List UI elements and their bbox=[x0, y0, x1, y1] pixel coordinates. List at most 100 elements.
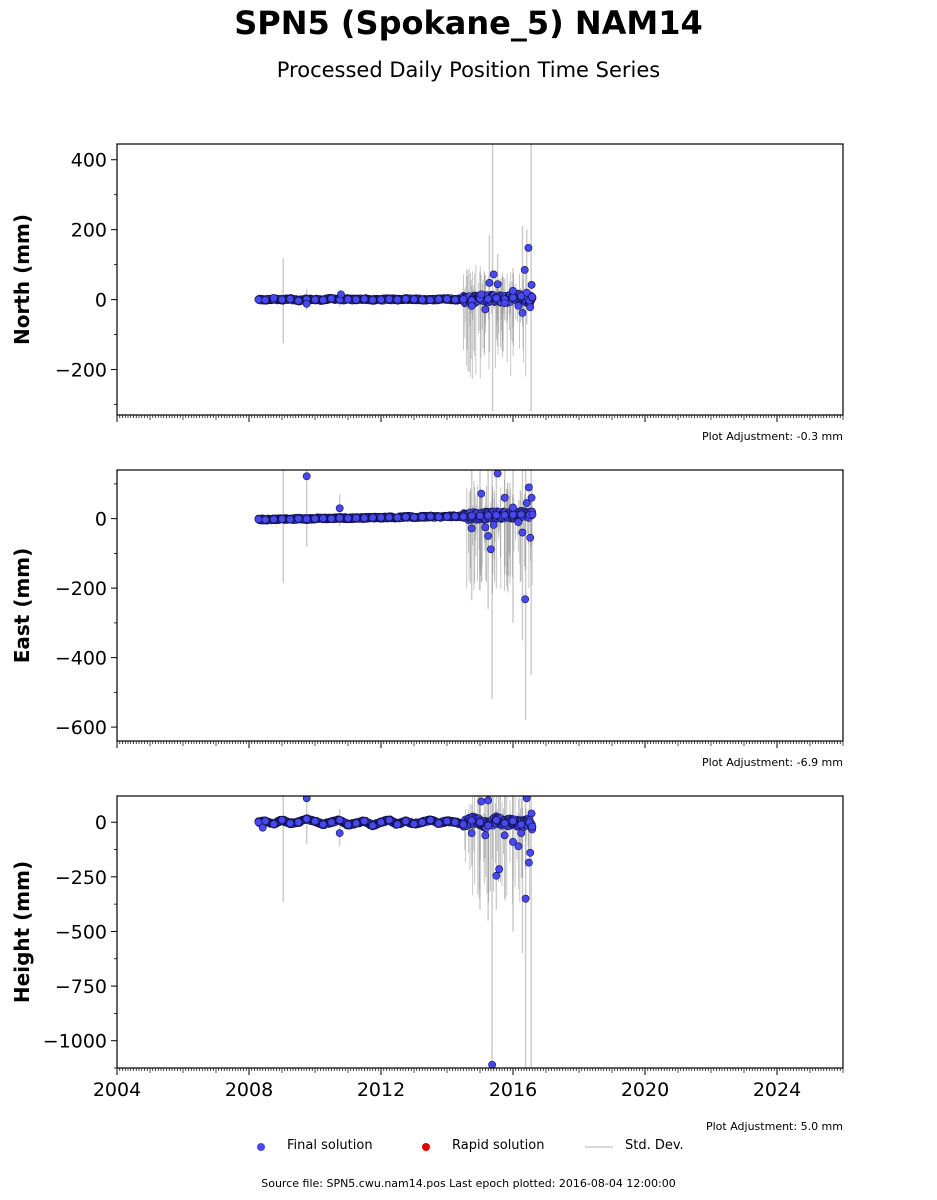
y-tick-label: −400 bbox=[55, 648, 107, 670]
final-solution-point bbox=[344, 295, 352, 304]
final-solution-point bbox=[311, 817, 319, 826]
final-solution-point bbox=[269, 293, 278, 302]
final-solution-point bbox=[286, 295, 295, 303]
panel-1: 0 −200 −400 −600 East (mm) Plot Adjustment: -… bbox=[10, 469, 844, 769]
legend-final-marker bbox=[257, 1143, 265, 1151]
final-solution-point bbox=[302, 815, 311, 823]
final-solution-point bbox=[517, 820, 526, 829]
final-solution-point bbox=[476, 818, 484, 827]
final-solution-point bbox=[527, 809, 536, 818]
final-solution-point bbox=[393, 820, 402, 829]
final-solution-point bbox=[489, 520, 498, 529]
y-tick-label: −200 bbox=[55, 578, 107, 600]
final-solution-point bbox=[492, 816, 501, 824]
final-solution-point bbox=[426, 816, 435, 824]
x-tick-label: 2024 bbox=[753, 1079, 801, 1101]
figure-title: SPN5 (Spokane_5) NAM14 bbox=[234, 4, 703, 42]
final-solution-point bbox=[500, 819, 509, 828]
final-solution-point bbox=[484, 532, 493, 540]
final-solution-point bbox=[522, 499, 531, 507]
final-solution-point bbox=[434, 819, 443, 828]
legend-stddev-label: Std. Dev. bbox=[625, 1138, 684, 1153]
final-solution-point bbox=[335, 514, 344, 522]
y-tick-label: −750 bbox=[55, 976, 107, 998]
final-solution-point bbox=[492, 871, 501, 880]
final-solution-point bbox=[514, 302, 523, 310]
final-solution-point bbox=[254, 295, 263, 304]
final-solution-point bbox=[335, 816, 344, 824]
final-solution-point bbox=[467, 829, 476, 838]
final-solution-point bbox=[393, 295, 402, 304]
plot-adjustment-label: Plot Adjustment: 5.0 mm bbox=[706, 1120, 843, 1133]
final-solution-point bbox=[443, 512, 451, 521]
final-solution-point bbox=[410, 513, 418, 522]
x-tick-label: 2004 bbox=[93, 1079, 141, 1101]
final-solution-point bbox=[484, 295, 493, 303]
final-solution-point bbox=[486, 545, 495, 554]
final-solution-point bbox=[368, 513, 377, 522]
final-solution-point bbox=[418, 295, 427, 304]
final-solution-point bbox=[451, 295, 460, 304]
y-tick-label: −600 bbox=[55, 717, 107, 739]
final-solution-point bbox=[258, 823, 267, 832]
final-solution-point bbox=[476, 511, 484, 520]
final-solution-point bbox=[481, 831, 490, 840]
final-solution-point bbox=[495, 865, 504, 874]
final-solution-point bbox=[377, 513, 385, 522]
final-solution-point bbox=[509, 503, 517, 512]
final-solution-point bbox=[521, 595, 530, 604]
final-solution-point bbox=[527, 281, 536, 289]
final-solution-point bbox=[517, 829, 526, 838]
final-solution-point bbox=[335, 504, 344, 513]
final-solution-point bbox=[459, 295, 468, 304]
final-solution-point bbox=[451, 512, 460, 521]
final-solution-point bbox=[509, 293, 517, 302]
final-solution-point bbox=[352, 514, 361, 522]
final-solution-point bbox=[360, 817, 369, 826]
final-solution-point bbox=[481, 305, 490, 314]
final-solution-point bbox=[352, 295, 361, 304]
final-solution-point bbox=[269, 820, 278, 828]
final-solution-point bbox=[467, 816, 476, 825]
panel-data bbox=[254, 144, 537, 412]
final-solution-point bbox=[500, 493, 509, 502]
legend-rapid-marker bbox=[422, 1143, 430, 1151]
final-solution-point bbox=[352, 819, 361, 828]
final-solution-point bbox=[528, 292, 537, 301]
final-solution-point bbox=[484, 796, 493, 805]
final-solution-point bbox=[459, 820, 468, 829]
y-tick-label: −500 bbox=[55, 921, 107, 943]
x-tick-label: 2020 bbox=[621, 1079, 669, 1101]
final-solution-point bbox=[418, 513, 427, 521]
final-solution-point bbox=[327, 818, 336, 827]
final-solution-point bbox=[514, 842, 523, 851]
final-solution-point bbox=[385, 816, 394, 824]
final-solution-point bbox=[418, 818, 427, 827]
final-solution-point bbox=[294, 514, 303, 523]
legend-rapid-label: Rapid solution bbox=[452, 1138, 545, 1153]
final-solution-point bbox=[467, 511, 476, 520]
final-solution-point bbox=[518, 528, 527, 537]
final-solution-point bbox=[302, 299, 311, 308]
source-footer: Source file: SPN5.cwu.nam14.pos Last epo… bbox=[261, 1177, 676, 1190]
final-solution-point bbox=[360, 295, 369, 303]
final-solution-point bbox=[286, 819, 295, 828]
final-solution-point bbox=[302, 796, 311, 803]
x-tick-label: 2012 bbox=[357, 1079, 405, 1101]
final-solution-point bbox=[335, 829, 344, 838]
final-solution-point bbox=[526, 533, 535, 542]
final-solution-point bbox=[278, 295, 286, 304]
final-solution-point bbox=[294, 296, 303, 305]
final-solution-point bbox=[377, 295, 385, 304]
final-solution-point bbox=[319, 296, 328, 304]
final-solution-point bbox=[484, 821, 493, 830]
final-solution-point bbox=[481, 523, 490, 532]
final-solution-point bbox=[426, 296, 435, 304]
y-tick-label: 0 bbox=[95, 812, 107, 834]
final-solution-point bbox=[327, 514, 336, 523]
final-solution-point bbox=[434, 295, 443, 304]
final-solution-point bbox=[528, 510, 537, 519]
final-solution-point bbox=[524, 858, 533, 867]
final-solution-point bbox=[426, 512, 435, 521]
